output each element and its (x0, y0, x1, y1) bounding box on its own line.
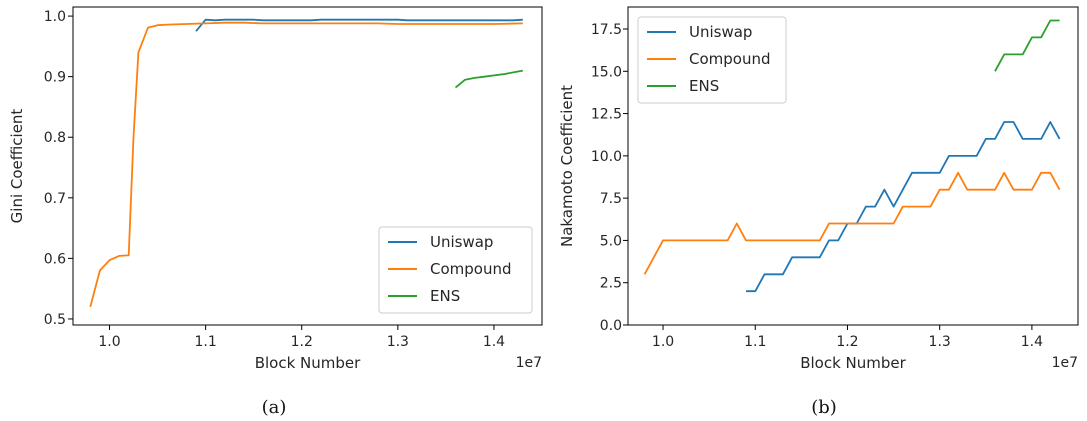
x-tick-label: 1.2 (836, 334, 858, 350)
legend-box (378, 226, 533, 314)
legend-label-compound: Compound (689, 50, 771, 68)
x-tick-label: 1.0 (98, 334, 120, 350)
legend: Uniswap Compound ENS (637, 16, 787, 104)
y-tick-label: 0.8 (44, 130, 66, 146)
x-tick-label: 1.1 (194, 334, 216, 350)
x-axis-label: Block Number (800, 354, 906, 372)
y-tick-label: 0.5 (44, 312, 66, 328)
series-line-compound (89, 21, 523, 308)
legend-box (637, 16, 787, 104)
x-tick-label: 1.3 (387, 334, 409, 350)
y-tick-label: 0.9 (44, 70, 66, 86)
y-tick-label: 1.0 (44, 9, 66, 25)
y-tick-label: 17.5 (591, 22, 622, 38)
legend-label-ens: ENS (689, 77, 719, 95)
series-line-uniswap (746, 121, 1061, 293)
legend: Uniswap Compound ENS (378, 226, 533, 314)
x-offset-label: 1e7 (1052, 355, 1078, 371)
series-line-compound (643, 171, 1061, 275)
y-axis-label: Gini Coefficient (8, 109, 26, 224)
chart-panel-b: 1.0 1.1 1.2 1.3 1.4 0.0 2.5 5.0 7.5 10.0 12.5 15.0 1… (558, 6, 1079, 418)
x-tick-label: 1.1 (744, 334, 766, 350)
plot-frame (627, 6, 1079, 326)
x-tick-label: 1.2 (291, 334, 313, 350)
series-line-uniswap (195, 18, 523, 32)
series-line-ens (994, 19, 1060, 72)
x-tick-label: 1.0 (652, 334, 674, 350)
chart-panel-a: 1.0 1.1 1.2 1.3 1.4 0.5 0.6 0.7 0.8 0.9 1.0 Block N… (8, 6, 543, 418)
plot-frame (72, 6, 543, 326)
y-tick-label: 10.0 (591, 149, 622, 165)
legend-label-uniswap: Uniswap (430, 233, 493, 251)
legend-label-ens: ENS (430, 287, 460, 305)
y-tick-label: 7.5 (600, 191, 622, 207)
y-tick-label: 5.0 (600, 233, 622, 249)
legend-label-compound: Compound (430, 260, 512, 278)
x-tick-label: 1.4 (1021, 334, 1043, 350)
panel-caption: (a) (262, 397, 287, 418)
x-axis-label: Block Number (255, 354, 361, 372)
y-tick-label: 2.5 (600, 276, 622, 292)
y-tick-label: 15.0 (591, 64, 622, 80)
series-line-ens (454, 69, 523, 89)
panel-caption: (b) (811, 397, 837, 418)
y-axis-label: Nakamoto Coefficient (558, 85, 576, 247)
x-tick-label: 1.3 (929, 334, 951, 350)
y-tick-label: 0.0 (600, 318, 622, 334)
x-tick-label: 1.4 (483, 334, 505, 350)
legend-label-uniswap: Uniswap (689, 23, 752, 41)
y-tick-label: 0.7 (44, 191, 66, 207)
y-tick-label: 0.6 (44, 251, 66, 267)
y-tick-label: 12.5 (591, 107, 622, 123)
x-offset-label: 1e7 (516, 355, 542, 371)
